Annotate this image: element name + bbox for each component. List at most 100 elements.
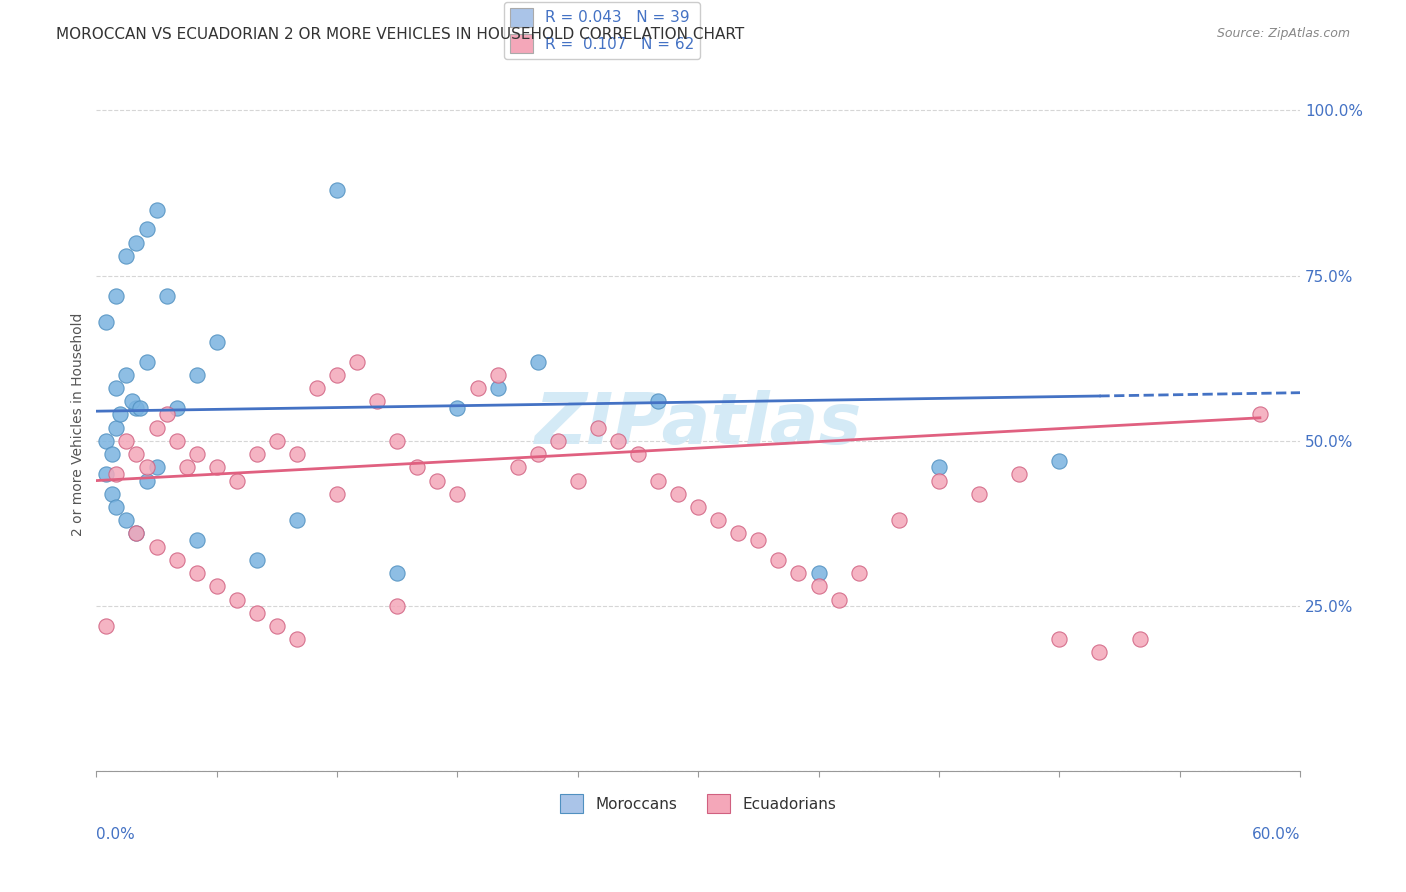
Point bbox=[928, 474, 950, 488]
Point bbox=[526, 354, 548, 368]
Point bbox=[145, 202, 167, 217]
Point bbox=[768, 553, 790, 567]
Point bbox=[567, 474, 589, 488]
Point bbox=[166, 553, 188, 567]
Point bbox=[627, 447, 650, 461]
Point bbox=[266, 619, 288, 633]
Point bbox=[266, 434, 288, 448]
Point bbox=[1088, 645, 1111, 659]
Point bbox=[166, 401, 188, 415]
Point bbox=[135, 460, 157, 475]
Point bbox=[246, 606, 269, 620]
Point bbox=[967, 487, 990, 501]
Point bbox=[96, 434, 118, 448]
Point bbox=[105, 500, 128, 514]
Point bbox=[155, 408, 177, 422]
Point bbox=[426, 474, 449, 488]
Point bbox=[96, 315, 118, 329]
Point bbox=[346, 354, 368, 368]
Point bbox=[848, 566, 870, 580]
Point bbox=[707, 513, 730, 527]
Text: Source: ZipAtlas.com: Source: ZipAtlas.com bbox=[1216, 27, 1350, 40]
Point bbox=[666, 487, 689, 501]
Point bbox=[787, 566, 810, 580]
Point bbox=[205, 460, 228, 475]
Point bbox=[285, 447, 308, 461]
Point bbox=[387, 599, 409, 614]
Point bbox=[406, 460, 429, 475]
Point bbox=[145, 540, 167, 554]
Point bbox=[115, 513, 138, 527]
Point bbox=[747, 533, 769, 547]
Point bbox=[486, 368, 509, 382]
Point bbox=[387, 566, 409, 580]
Point bbox=[887, 513, 910, 527]
Point bbox=[1128, 632, 1150, 647]
Point bbox=[115, 368, 138, 382]
Point bbox=[166, 434, 188, 448]
Point bbox=[96, 467, 118, 481]
Point bbox=[928, 460, 950, 475]
Point bbox=[125, 526, 148, 541]
Text: MOROCCAN VS ECUADORIAN 2 OR MORE VEHICLES IN HOUSEHOLD CORRELATION CHART: MOROCCAN VS ECUADORIAN 2 OR MORE VEHICLE… bbox=[56, 27, 745, 42]
Point bbox=[155, 288, 177, 302]
Point bbox=[607, 434, 630, 448]
Point bbox=[186, 533, 208, 547]
Point bbox=[326, 487, 349, 501]
Point bbox=[101, 487, 124, 501]
Point bbox=[225, 592, 247, 607]
Point bbox=[105, 288, 128, 302]
Point bbox=[827, 592, 849, 607]
Point bbox=[1008, 467, 1031, 481]
Point bbox=[205, 334, 228, 349]
Point bbox=[125, 447, 148, 461]
Point bbox=[467, 381, 489, 395]
Point bbox=[1047, 632, 1070, 647]
Point bbox=[446, 487, 468, 501]
Point bbox=[125, 526, 148, 541]
Point bbox=[176, 460, 198, 475]
Point bbox=[145, 460, 167, 475]
Point bbox=[688, 500, 710, 514]
Point bbox=[807, 566, 830, 580]
Point bbox=[110, 408, 132, 422]
Point bbox=[115, 249, 138, 263]
Point bbox=[135, 222, 157, 236]
Point bbox=[326, 183, 349, 197]
Point bbox=[387, 434, 409, 448]
Point bbox=[205, 579, 228, 593]
Point bbox=[647, 474, 669, 488]
Point bbox=[125, 401, 148, 415]
Point bbox=[366, 394, 388, 409]
Text: ZIPatlas: ZIPatlas bbox=[534, 390, 862, 458]
Point bbox=[285, 632, 308, 647]
Text: 0.0%: 0.0% bbox=[97, 827, 135, 842]
Point bbox=[186, 447, 208, 461]
Point bbox=[145, 420, 167, 434]
Point bbox=[285, 513, 308, 527]
Legend: Moroccans, Ecuadorians: Moroccans, Ecuadorians bbox=[554, 789, 842, 819]
Point bbox=[807, 579, 830, 593]
Point bbox=[96, 619, 118, 633]
Point bbox=[446, 401, 468, 415]
Point bbox=[129, 401, 152, 415]
Point bbox=[526, 447, 548, 461]
Point bbox=[647, 394, 669, 409]
Point bbox=[225, 474, 247, 488]
Point bbox=[305, 381, 328, 395]
Point bbox=[121, 394, 143, 409]
Point bbox=[246, 553, 269, 567]
Point bbox=[186, 368, 208, 382]
Point bbox=[105, 420, 128, 434]
Point bbox=[135, 474, 157, 488]
Y-axis label: 2 or more Vehicles in Household: 2 or more Vehicles in Household bbox=[72, 313, 86, 536]
Point bbox=[125, 235, 148, 250]
Point bbox=[105, 381, 128, 395]
Point bbox=[105, 467, 128, 481]
Point bbox=[1249, 408, 1271, 422]
Text: 60.0%: 60.0% bbox=[1251, 827, 1301, 842]
Point bbox=[506, 460, 529, 475]
Point bbox=[1047, 454, 1070, 468]
Point bbox=[135, 354, 157, 368]
Point bbox=[486, 381, 509, 395]
